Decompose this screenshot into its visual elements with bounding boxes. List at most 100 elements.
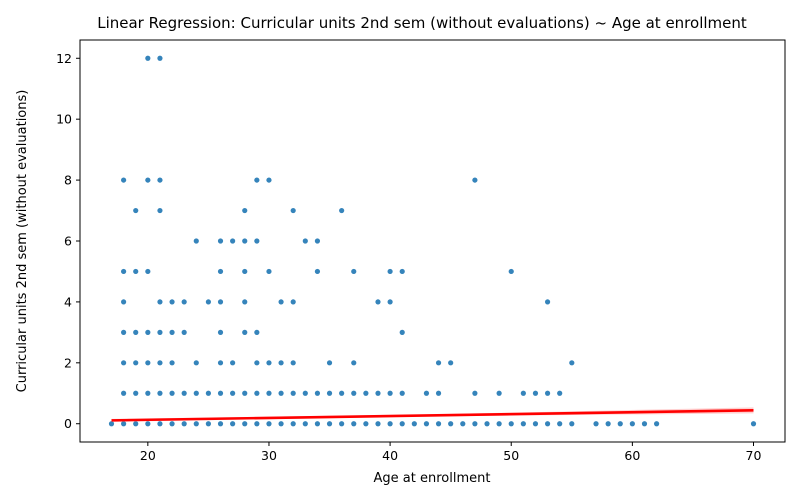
data-point — [254, 238, 260, 244]
data-point — [217, 421, 224, 427]
data-point — [339, 421, 345, 427]
data-point — [496, 421, 502, 427]
plot-frame — [79, 39, 786, 443]
data-point — [217, 299, 224, 305]
data-point — [351, 268, 357, 275]
data-point — [351, 360, 357, 366]
data-point — [399, 421, 405, 427]
data-point — [121, 268, 127, 275]
data-point — [205, 390, 212, 396]
data-point — [121, 329, 127, 335]
data-point — [593, 421, 599, 427]
data-point — [169, 299, 175, 305]
data-point — [557, 390, 563, 396]
data-point — [230, 390, 236, 396]
x-tick-label: 20 — [140, 448, 156, 463]
x-tick-label: 70 — [746, 448, 762, 463]
data-point — [254, 360, 260, 366]
data-point — [193, 238, 199, 244]
data-point — [326, 390, 333, 396]
data-point — [181, 421, 187, 427]
data-point — [460, 421, 466, 427]
data-point — [314, 421, 321, 427]
data-point — [544, 299, 551, 305]
data-point — [217, 390, 224, 396]
data-point — [278, 360, 284, 366]
data-point — [157, 421, 163, 427]
data-point — [193, 390, 199, 396]
data-point — [314, 268, 321, 275]
data-point — [121, 360, 127, 366]
data-point — [387, 299, 393, 305]
data-point — [181, 299, 187, 305]
data-point — [290, 360, 296, 366]
data-point — [326, 360, 333, 366]
data-point — [133, 329, 139, 335]
x-tick-label: 60 — [624, 448, 640, 463]
data-point — [169, 360, 175, 366]
data-point — [217, 360, 224, 366]
data-point — [653, 421, 660, 427]
data-point — [423, 390, 430, 396]
y-tick-label: 4 — [64, 294, 72, 309]
data-point — [157, 360, 163, 366]
data-point — [351, 421, 357, 427]
y-tick-label: 8 — [64, 173, 72, 188]
y-tick-label: 10 — [56, 112, 72, 127]
data-point — [399, 390, 405, 396]
data-point — [121, 390, 127, 396]
data-point — [242, 268, 248, 275]
data-point — [242, 207, 248, 214]
data-point — [157, 329, 163, 335]
data-point — [750, 421, 757, 427]
data-point — [302, 238, 308, 244]
data-point — [363, 421, 369, 427]
data-point — [193, 360, 199, 366]
data-point — [242, 299, 248, 305]
data-point — [508, 421, 514, 427]
data-point — [387, 268, 393, 275]
data-point — [435, 360, 442, 366]
data-point — [254, 421, 260, 427]
data-point — [314, 390, 321, 396]
data-point — [181, 390, 187, 396]
data-point — [472, 390, 478, 396]
data-point — [496, 390, 502, 396]
data-point — [278, 299, 284, 305]
data-point — [121, 299, 127, 305]
data-point — [399, 329, 405, 335]
data-point — [544, 421, 551, 427]
data-point — [242, 390, 248, 396]
data-point — [169, 390, 175, 396]
data-point — [157, 55, 163, 61]
data-point — [339, 207, 345, 214]
data-point — [157, 177, 163, 183]
data-point — [569, 421, 575, 427]
data-point — [145, 55, 151, 61]
data-point — [302, 421, 308, 427]
data-point — [302, 390, 308, 396]
data-point — [532, 421, 539, 427]
data-point — [641, 421, 648, 427]
x-tick-label: 30 — [261, 448, 277, 463]
data-point — [193, 421, 199, 427]
data-point — [290, 390, 296, 396]
data-point — [314, 238, 321, 244]
data-point — [520, 421, 526, 427]
data-point — [230, 421, 236, 427]
data-point — [254, 177, 260, 183]
data-point — [169, 329, 175, 335]
data-point — [266, 390, 272, 396]
data-point — [108, 421, 115, 427]
data-point — [532, 390, 539, 396]
data-point — [145, 177, 151, 183]
data-point — [145, 360, 151, 366]
data-point — [363, 390, 369, 396]
data-point — [266, 360, 272, 366]
data-point — [133, 268, 139, 275]
data-point — [217, 268, 224, 275]
data-point — [557, 421, 563, 427]
regression-line — [111, 409, 754, 422]
data-point — [569, 360, 575, 366]
